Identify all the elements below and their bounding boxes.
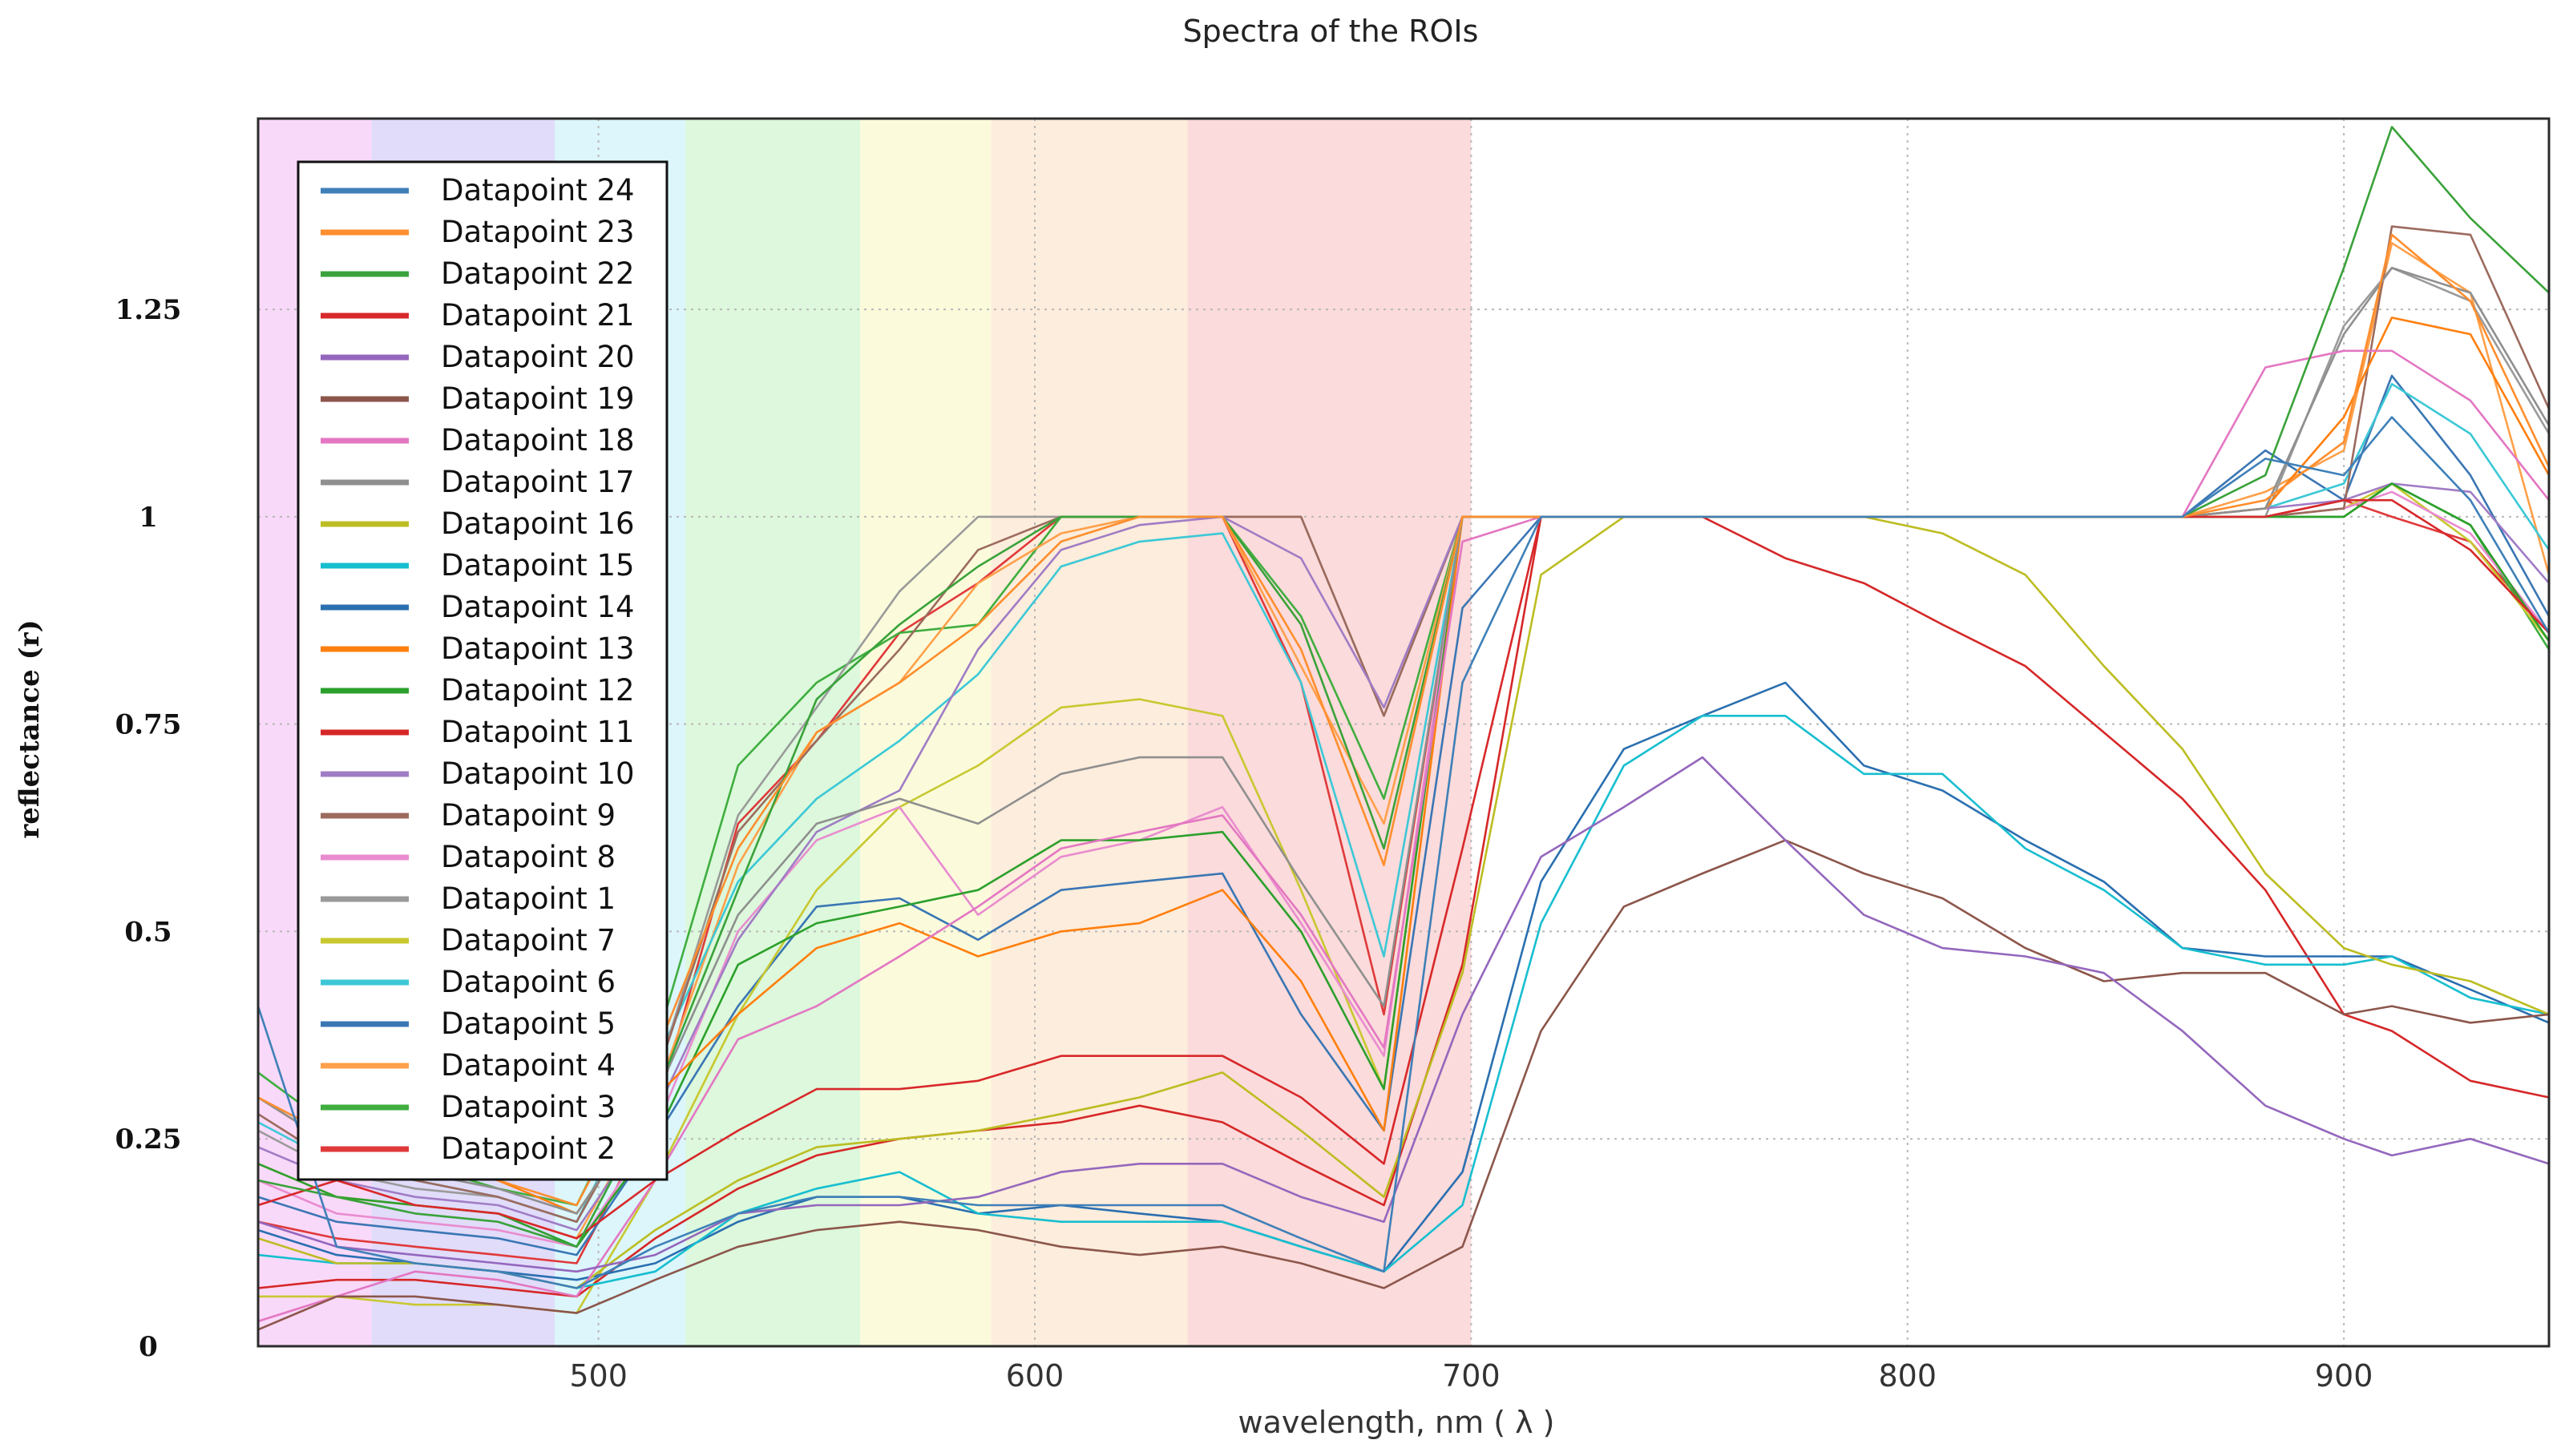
plot-frame	[257, 117, 2551, 1348]
legend-label: Datapoint 19	[441, 381, 635, 416]
x-tick-label: 900	[2315, 1358, 2373, 1393]
series-line-datapoint-20	[257, 756, 2550, 1273]
legend-label: Datapoint 9	[441, 798, 616, 833]
legend-label: Datapoint 14	[441, 590, 635, 624]
legend-label: Datapoint 13	[441, 631, 635, 666]
legend-label: Datapoint 23	[441, 215, 635, 249]
legend: Datapoint 24 Datapoint 23 Datapoint 22 Data…	[297, 160, 669, 1181]
series-line-datapoint-14	[257, 681, 2550, 1281]
legend-label: Datapoint 22	[441, 256, 635, 291]
legend-label: Datapoint 18	[441, 423, 635, 458]
spectral-band-3	[685, 119, 861, 1346]
legend-label: Datapoint 20	[441, 340, 635, 374]
legend-label: Datapoint 5	[441, 1006, 616, 1041]
series-line-datapoint-18	[257, 349, 2551, 1323]
series-line-datapoint-15	[257, 714, 2550, 1289]
spectral-band-5	[991, 119, 1188, 1346]
y-tick-label: 1.25	[115, 294, 182, 326]
legend-label: Datapoint 15	[441, 548, 635, 583]
legend-label: Datapoint 4	[441, 1048, 616, 1083]
x-tick-label: 800	[1878, 1358, 1937, 1393]
legend-label: Datapoint 11	[441, 715, 635, 749]
series-line-datapoint-21	[257, 498, 2550, 1240]
x-axis-label: wavelength, nm ( λ )	[1238, 1405, 1555, 1440]
y-axis-label: reflectance (r)	[14, 619, 46, 838]
legend-label: Datapoint 10	[441, 756, 635, 791]
legend-label: Datapoint 17	[441, 465, 635, 499]
series-line-datapoint-24	[257, 416, 2551, 1289]
x-tick-label: 600	[1006, 1358, 1064, 1393]
legend-label: Datapoint 7	[441, 923, 616, 958]
legend-label: Datapoint 2	[441, 1131, 616, 1166]
legend-label: Datapoint 6	[441, 965, 616, 999]
y-tick-label: 0.5	[124, 916, 172, 948]
legend-label: Datapoint 8	[441, 840, 616, 874]
series-line-datapoint-16	[257, 515, 2550, 1289]
legend-label: Datapoint 1	[441, 881, 616, 916]
chart-title: Spectra of the ROIs	[1183, 14, 1479, 49]
y-tick-labels: 0 0.25 0.5 0.75 1 1.25	[115, 294, 182, 1363]
x-tick-label: 500	[569, 1358, 628, 1393]
legend-label: Datapoint 16	[441, 506, 635, 541]
legend-label: Datapoint 12	[441, 673, 635, 708]
series-line-datapoint-19	[257, 839, 2550, 1331]
legend-label: Datapoint 24	[441, 173, 635, 208]
x-tick-labels: 500 600 700 800 900	[569, 1358, 2373, 1393]
legend-label: Datapoint 21	[441, 298, 635, 333]
legend-label: Datapoint 3	[441, 1090, 616, 1124]
y-tick-label: 0.25	[115, 1123, 182, 1156]
x-tick-label: 700	[1442, 1358, 1501, 1393]
y-tick-label: 1	[139, 502, 158, 534]
legend-box	[297, 160, 669, 1181]
y-tick-label: 0.75	[115, 709, 182, 741]
spectral-band-4	[860, 119, 992, 1346]
y-tick-label: 0	[139, 1331, 158, 1363]
